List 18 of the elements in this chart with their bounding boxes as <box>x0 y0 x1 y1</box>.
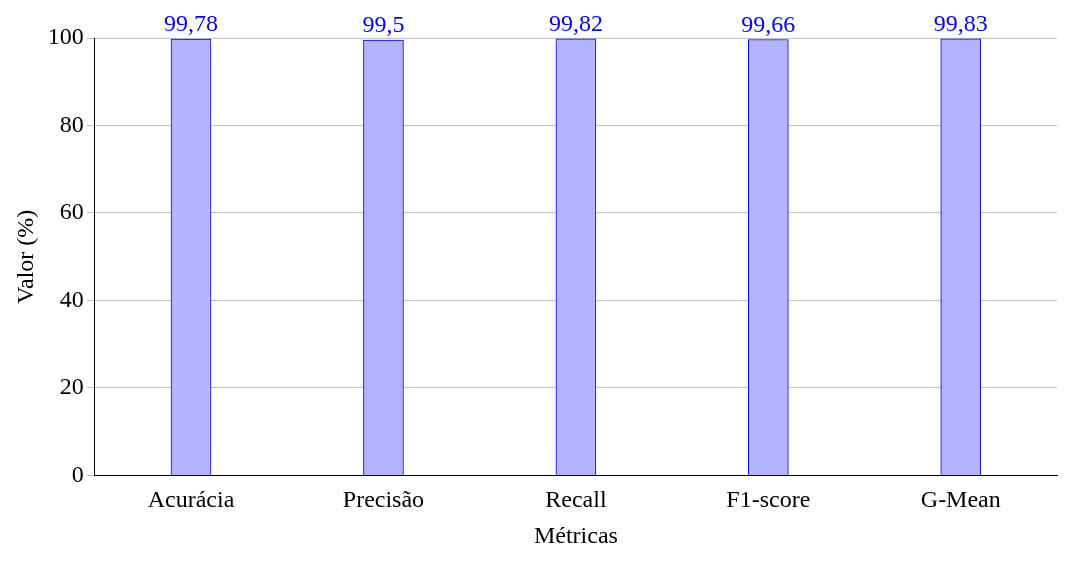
x-axis-title: Métricas <box>533 521 618 548</box>
y-tick-label: 20 <box>59 373 84 400</box>
data-label: 99,5 <box>362 11 405 38</box>
y-tick-label: 0 <box>71 460 84 487</box>
y-tick-label: 40 <box>59 285 84 312</box>
x-tick-label: Precisão <box>342 486 425 513</box>
y-tick-label: 100 <box>47 23 84 50</box>
data-label: 99,83 <box>933 10 988 37</box>
y-axis-title: Valor (%) <box>11 209 38 304</box>
data-label: 99,78 <box>164 10 219 37</box>
data-label: 99,66 <box>741 10 796 37</box>
data-label: 99,82 <box>548 10 603 37</box>
y-tick-label: 80 <box>59 110 84 137</box>
x-tick-label: G-Mean <box>920 486 1001 513</box>
x-tick-label: F1-score <box>726 486 811 513</box>
x-tick-label: Recall <box>545 486 607 513</box>
x-tick-label: Acurácia <box>147 486 235 513</box>
y-tick-label: 60 <box>59 198 84 225</box>
